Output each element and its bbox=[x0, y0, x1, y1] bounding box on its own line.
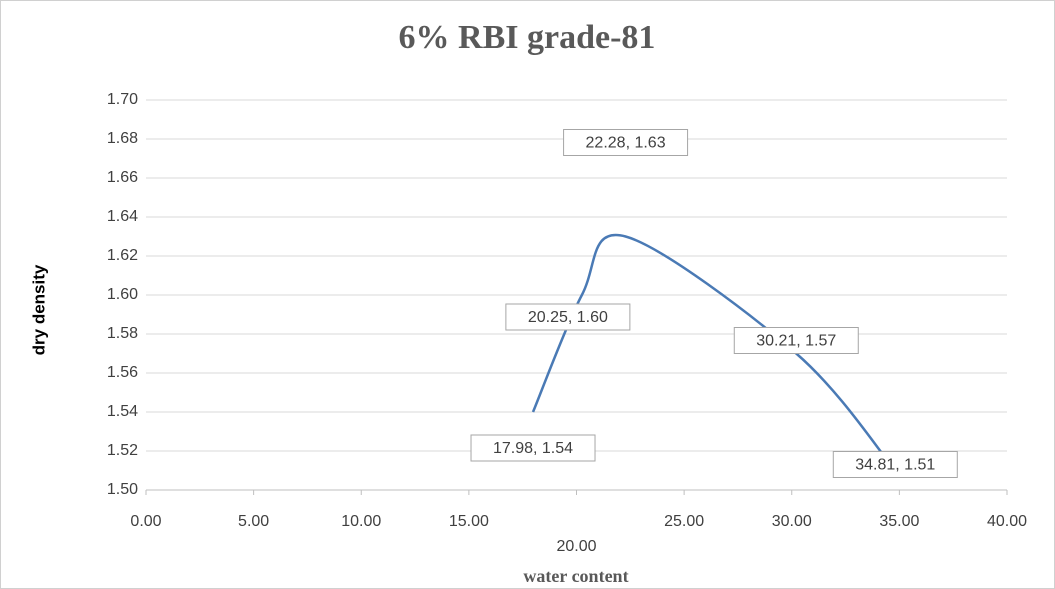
x-tick-label: 30.00 bbox=[772, 513, 812, 530]
data-label: 22.28, 1.63 bbox=[586, 135, 666, 152]
x-tick-label: 0.00 bbox=[130, 513, 161, 530]
data-label: 17.98, 1.54 bbox=[493, 440, 573, 457]
y-tick-label: 1.54 bbox=[107, 403, 138, 420]
data-label-box bbox=[832, 451, 958, 478]
y-tick-label: 1.66 bbox=[107, 169, 138, 186]
y-axis-label: dry density bbox=[29, 264, 48, 355]
y-tick-label: 1.50 bbox=[107, 481, 138, 498]
data-label: 20.25, 1.60 bbox=[528, 309, 608, 326]
data-label-box bbox=[733, 327, 859, 354]
y-tick-label: 1.52 bbox=[107, 442, 138, 459]
y-tick-label: 1.68 bbox=[107, 130, 138, 147]
data-label: 34.81, 1.51 bbox=[855, 457, 935, 474]
y-tick-label: 1.62 bbox=[107, 247, 138, 264]
x-tick-label: 25.00 bbox=[664, 513, 704, 530]
x-tick-label: 20.00 bbox=[556, 538, 596, 555]
x-axis-label: water content bbox=[523, 566, 628, 586]
y-tick-label: 1.64 bbox=[107, 208, 138, 225]
data-label-box bbox=[563, 129, 689, 156]
data-label: 30.21, 1.57 bbox=[756, 333, 836, 350]
x-tick-label: 10.00 bbox=[341, 513, 381, 530]
x-tick-label: 5.00 bbox=[238, 513, 269, 530]
y-tick-label: 1.70 bbox=[107, 91, 138, 108]
y-tick-label: 1.56 bbox=[107, 364, 138, 381]
x-tick-label: 35.00 bbox=[879, 513, 919, 530]
y-tick-label: 1.60 bbox=[107, 286, 138, 303]
data-label-box bbox=[505, 303, 631, 331]
x-tick-label: 40.00 bbox=[987, 513, 1027, 530]
x-tick-label: 15.00 bbox=[449, 513, 489, 530]
data-label-box bbox=[470, 434, 596, 462]
y-tick-label: 1.58 bbox=[107, 325, 138, 342]
chart-title: 6% RBI grade-81 bbox=[399, 19, 656, 56]
